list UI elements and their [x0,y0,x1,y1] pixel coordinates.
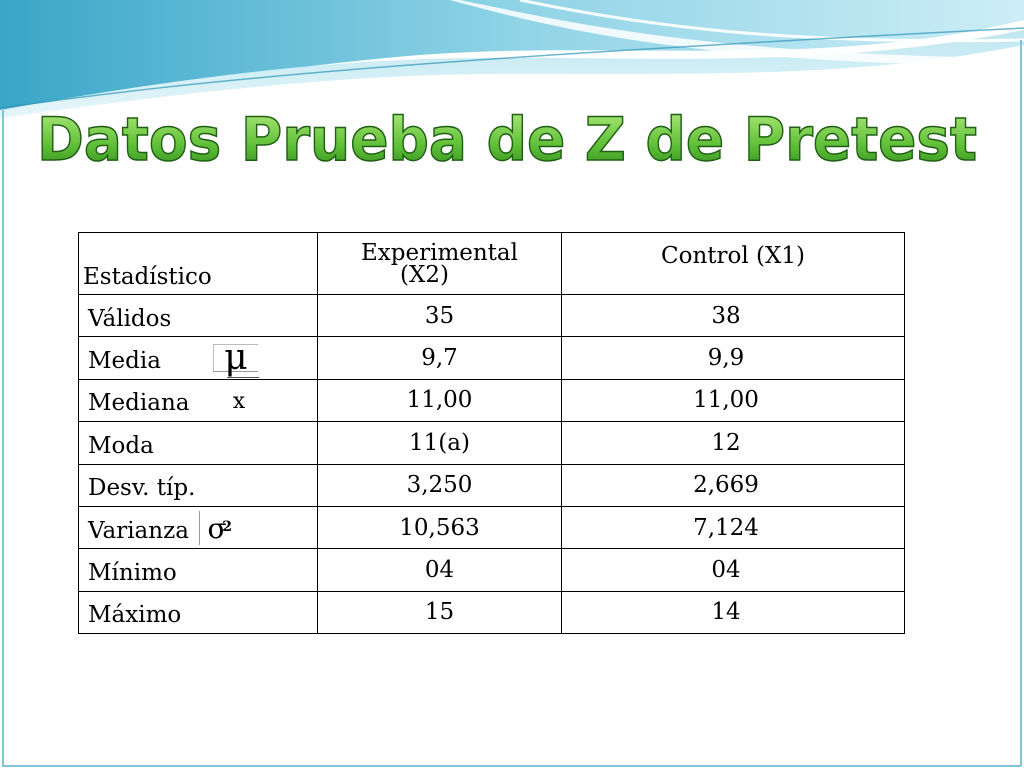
row-label-cell: Máximo [78,590,318,635]
control-value: 38 [561,293,905,338]
experimental-value: 10,563 [317,505,562,550]
control-value: 9,9 [561,336,905,380]
slide-title-text: Datos Prueba de Z de Pretest [37,105,977,175]
header-experimental-line1: Experimental [361,239,518,266]
row-label-cell: Mínimo [78,548,318,592]
experimental-value: 9,7 [317,336,562,380]
table-row: Válidos 35 38 [78,293,905,338]
slide-frame-left [2,110,4,766]
experimental-value: 11(a) [317,421,562,465]
table-header-row: Estadístico Experimental (X2) Control (X… [78,232,905,295]
row-label-cell: Moda [78,421,318,465]
row-label: Válidos [88,305,172,332]
row-label-cell: Válidos [78,293,318,338]
slide-title: Datos Prueba de Z de Pretest [36,104,978,176]
experimental-value: 04 [317,548,562,592]
experimental-value: 15 [317,590,562,635]
table-row: Varianza σ 2 10,563 7,124 [78,505,905,550]
table-row: Media μ 9,7 9,9 [78,336,905,380]
row-label: Mediana [88,390,190,417]
header-control: Control (X1) [561,232,905,295]
control-value: 7,124 [561,505,905,550]
experimental-value: 3,250 [317,463,562,507]
table-row: Moda 11(a) 12 [78,421,905,465]
control-value: 11,00 [561,378,905,423]
mu-icon: μ [213,340,258,376]
row-label: Máximo [88,602,182,629]
header-experimental-line2: (X2) [400,261,449,288]
table-row: Máximo 15 14 [78,590,905,635]
control-value: 04 [561,548,905,592]
row-label: Mínimo [88,560,177,587]
table-row: Mínimo 04 04 [78,548,905,592]
x-bar-icon: x [219,377,259,414]
row-label: Desv. típ. [88,475,196,502]
control-value: 2,669 [561,463,905,507]
slide-frame-right [1020,40,1022,766]
row-label: Media [88,348,161,375]
experimental-value: 11,00 [317,378,562,423]
table-row: Desv. típ. 3,250 2,669 [78,463,905,507]
statistics-table: Estadístico Experimental (X2) Control (X… [78,232,905,635]
header-statistic: Estadístico [78,232,318,295]
header-wave-decoration [0,0,1024,118]
row-label: Moda [88,432,154,459]
table-row: Mediana x 11,00 11,00 [78,377,905,423]
control-value: 14 [561,590,905,635]
slide-frame-bottom [2,765,1021,767]
row-label-cell: Varianza σ 2 [78,505,318,550]
row-label-cell: Media μ [78,336,318,380]
row-label-cell: Mediana x [78,377,318,423]
row-label-cell: Desv. típ. [78,463,318,507]
row-label: Varianza [88,517,189,544]
experimental-value: 35 [317,293,562,338]
header-experimental: Experimental (X2) [317,232,562,295]
control-value: 12 [561,421,905,465]
